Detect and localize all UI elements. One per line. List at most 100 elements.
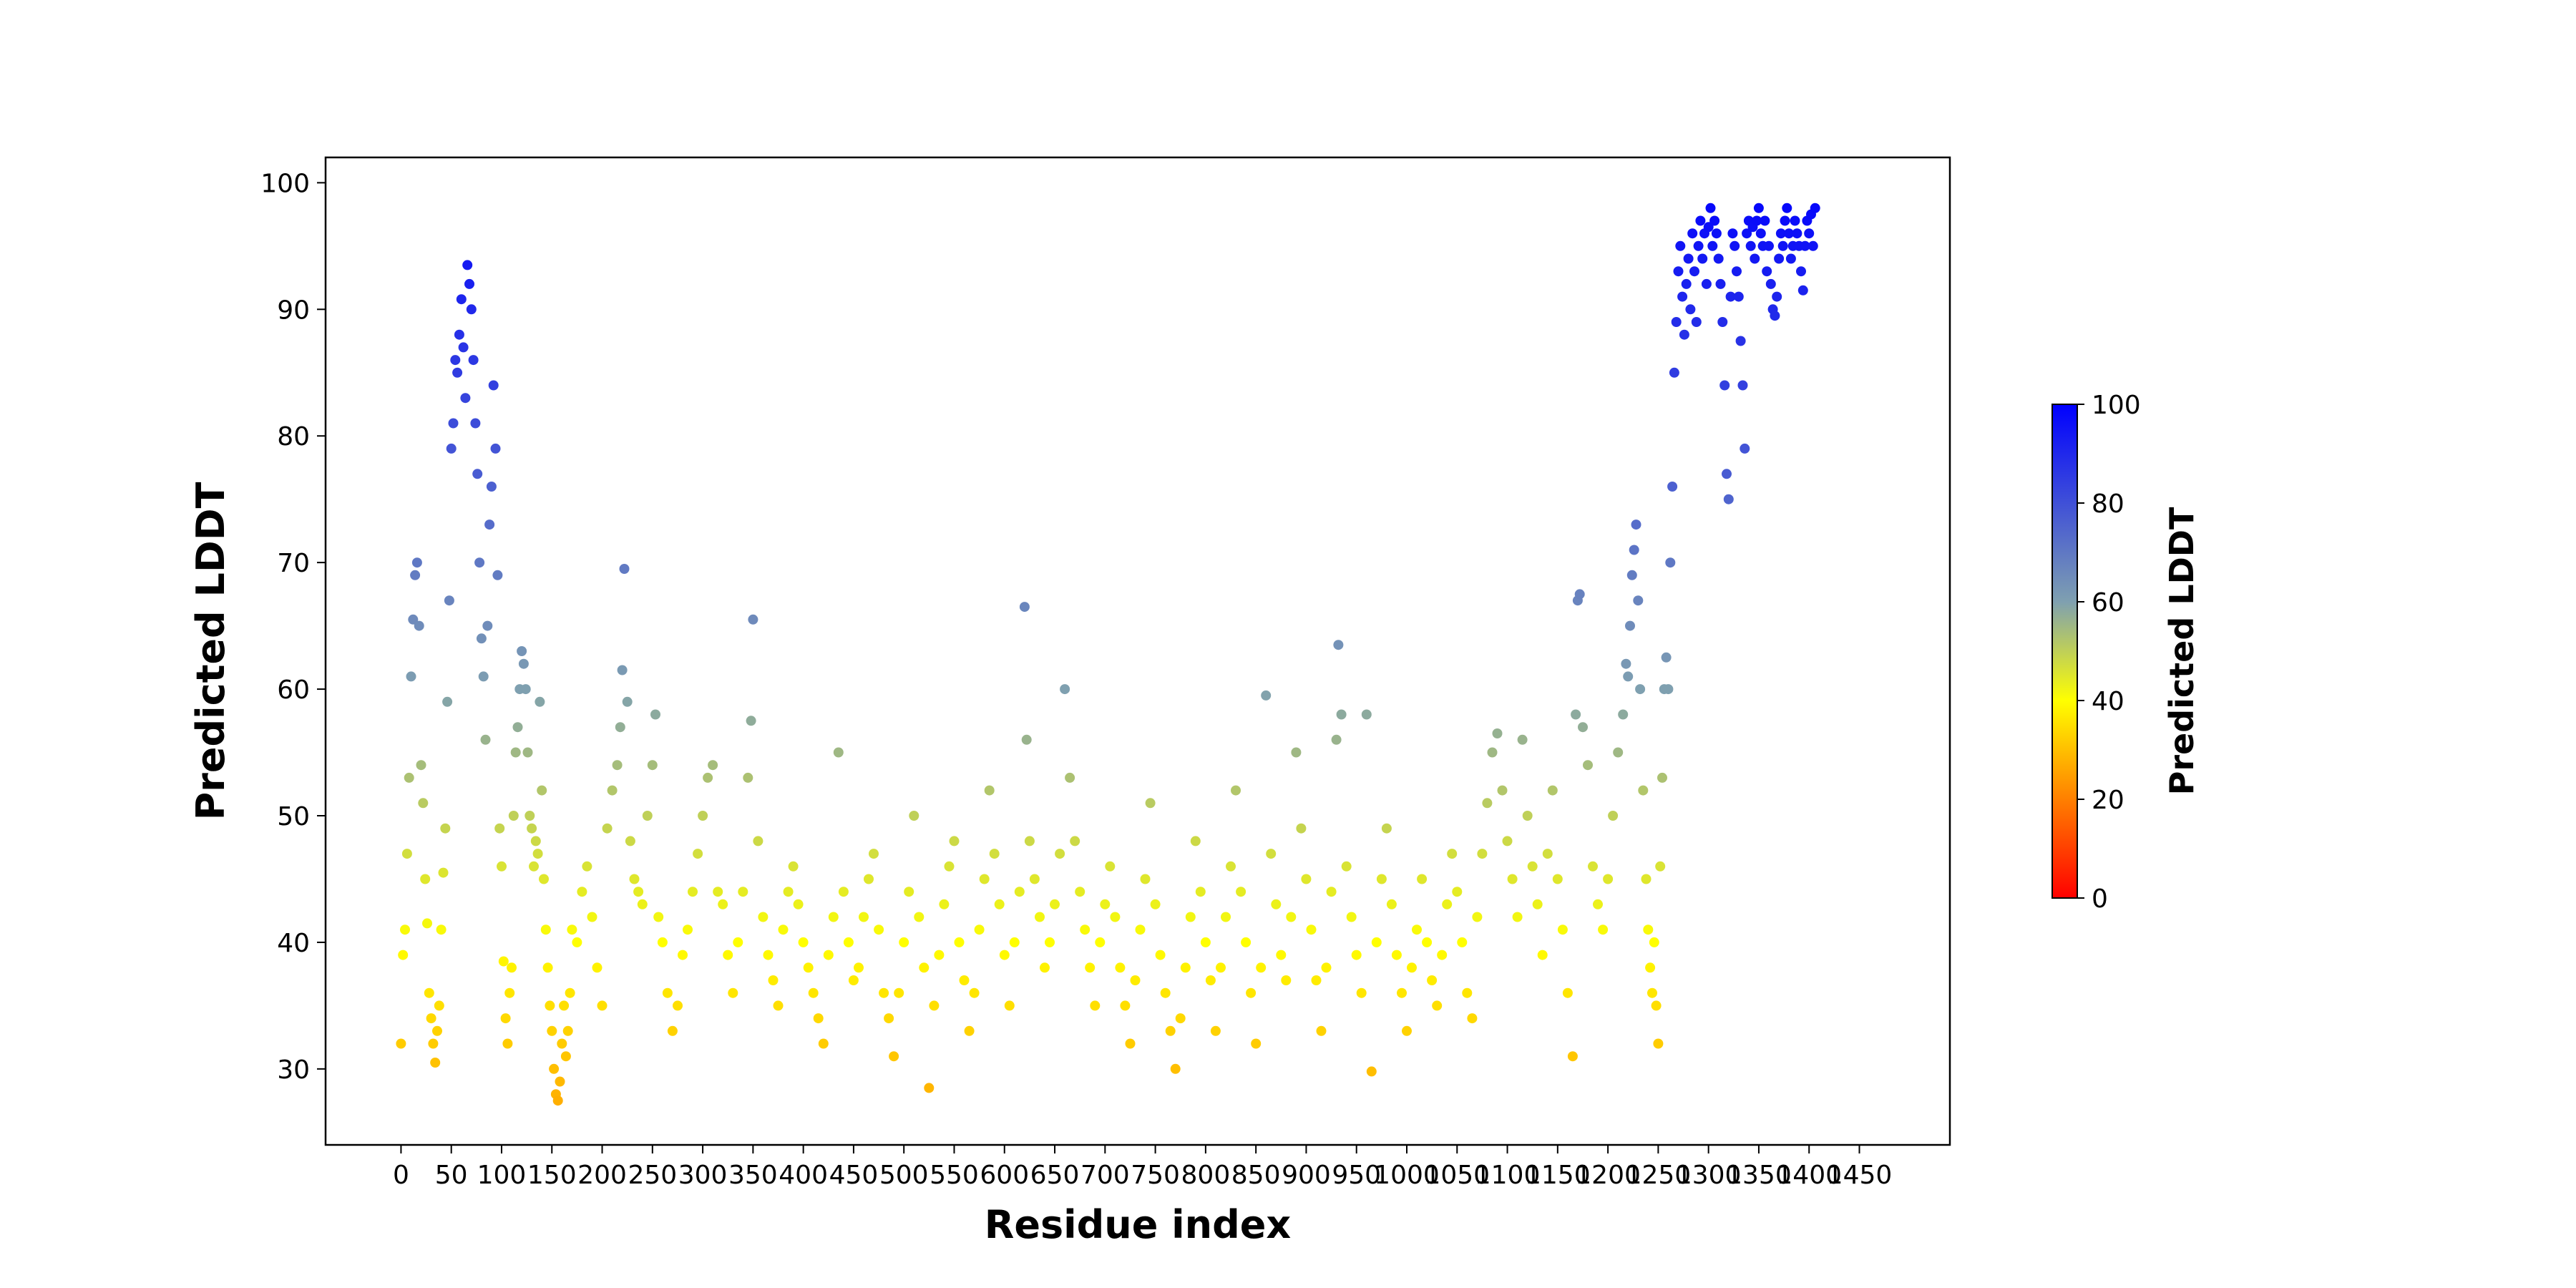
data-point bbox=[688, 887, 698, 897]
data-point bbox=[919, 962, 930, 973]
data-point bbox=[1301, 874, 1312, 884]
data-point bbox=[1326, 887, 1337, 897]
data-point bbox=[1729, 240, 1740, 251]
data-point bbox=[818, 1038, 829, 1049]
data-point bbox=[497, 861, 507, 872]
data-point bbox=[1552, 874, 1563, 884]
data-point bbox=[1075, 887, 1085, 897]
data-point bbox=[1665, 557, 1676, 568]
data-point bbox=[1296, 823, 1307, 834]
data-point bbox=[430, 1058, 441, 1068]
colorbar-ticks: 0 20 40 60 80 100 bbox=[2077, 391, 2141, 914]
data-point bbox=[547, 1025, 557, 1036]
data-point bbox=[629, 874, 640, 884]
data-point bbox=[1160, 987, 1171, 998]
data-point bbox=[1281, 975, 1292, 985]
data-point bbox=[1657, 772, 1667, 783]
data-point bbox=[1669, 367, 1679, 378]
data-point bbox=[1497, 785, 1508, 796]
data-point bbox=[1578, 722, 1588, 733]
data-point bbox=[989, 849, 1000, 859]
data-point bbox=[1777, 240, 1788, 251]
data-point bbox=[1004, 1000, 1015, 1011]
y-tick-label: 30 bbox=[277, 1055, 310, 1085]
data-point bbox=[400, 924, 410, 935]
data-point bbox=[1745, 240, 1756, 251]
data-point bbox=[582, 861, 592, 872]
data-point bbox=[466, 304, 477, 315]
data-point bbox=[924, 1083, 935, 1093]
data-point bbox=[1717, 317, 1728, 327]
data-point bbox=[500, 1013, 511, 1024]
colorbar-tick-label: 40 bbox=[2092, 687, 2124, 716]
x-tick-label: 1000 bbox=[1374, 1161, 1440, 1190]
data-point bbox=[1675, 240, 1686, 251]
data-point bbox=[1661, 652, 1672, 663]
data-point bbox=[1080, 924, 1091, 935]
data-point bbox=[1045, 937, 1055, 947]
x-tick-label: 550 bbox=[930, 1161, 979, 1190]
data-point bbox=[813, 1013, 824, 1024]
data-point bbox=[783, 887, 794, 897]
data-point bbox=[793, 899, 804, 909]
data-point bbox=[662, 987, 673, 998]
data-point bbox=[833, 747, 844, 758]
data-point bbox=[1261, 690, 1272, 701]
data-point bbox=[426, 1013, 436, 1024]
data-point bbox=[1588, 861, 1598, 872]
x-tick-label: 800 bbox=[1181, 1161, 1231, 1190]
data-point bbox=[1085, 962, 1096, 973]
data-point bbox=[1155, 950, 1166, 960]
data-point bbox=[823, 950, 834, 960]
data-point bbox=[542, 962, 553, 973]
data-point bbox=[1772, 291, 1782, 302]
data-point bbox=[647, 760, 658, 771]
x-tick-label: 750 bbox=[1131, 1161, 1180, 1190]
data-point bbox=[532, 849, 543, 859]
data-point bbox=[1381, 823, 1392, 834]
data-point bbox=[1752, 215, 1762, 226]
data-point bbox=[1457, 937, 1468, 947]
data-point bbox=[1316, 1025, 1327, 1036]
data-point bbox=[808, 987, 819, 998]
x-tick-label: 650 bbox=[1030, 1161, 1080, 1190]
data-point bbox=[617, 665, 628, 675]
x-tick-label: 1100 bbox=[1475, 1161, 1541, 1190]
data-point bbox=[1029, 874, 1040, 884]
data-point bbox=[1667, 482, 1678, 492]
data-point bbox=[1216, 962, 1226, 973]
data-point bbox=[1065, 772, 1075, 783]
data-point bbox=[1502, 836, 1513, 847]
data-point bbox=[884, 1013, 894, 1024]
data-point bbox=[1663, 684, 1674, 695]
data-point bbox=[1333, 640, 1344, 650]
data-point bbox=[460, 393, 471, 404]
data-point bbox=[1442, 899, 1453, 909]
data-point bbox=[480, 734, 491, 745]
data-point bbox=[673, 1000, 683, 1011]
data-point bbox=[1790, 215, 1800, 226]
data-point bbox=[1050, 899, 1060, 909]
data-point bbox=[448, 418, 459, 429]
data-point bbox=[1687, 228, 1698, 239]
data-point bbox=[1804, 228, 1815, 239]
data-point bbox=[1683, 253, 1694, 264]
data-point bbox=[642, 811, 653, 821]
data-point bbox=[1306, 924, 1317, 935]
data-point bbox=[1427, 975, 1438, 985]
data-point bbox=[1507, 874, 1518, 884]
data-point bbox=[738, 887, 748, 897]
data-point bbox=[1796, 266, 1806, 277]
data-point bbox=[522, 747, 533, 758]
data-point bbox=[1221, 912, 1231, 922]
data-point bbox=[1608, 811, 1619, 821]
data-point bbox=[653, 912, 664, 922]
data-point bbox=[1537, 950, 1548, 960]
data-point bbox=[1487, 747, 1498, 758]
x-axis-title: Residue index bbox=[985, 1202, 1292, 1247]
data-point bbox=[1750, 253, 1760, 264]
data-point bbox=[637, 899, 648, 909]
data-point bbox=[518, 658, 529, 669]
data-point bbox=[560, 1051, 571, 1062]
data-point bbox=[1422, 937, 1433, 947]
